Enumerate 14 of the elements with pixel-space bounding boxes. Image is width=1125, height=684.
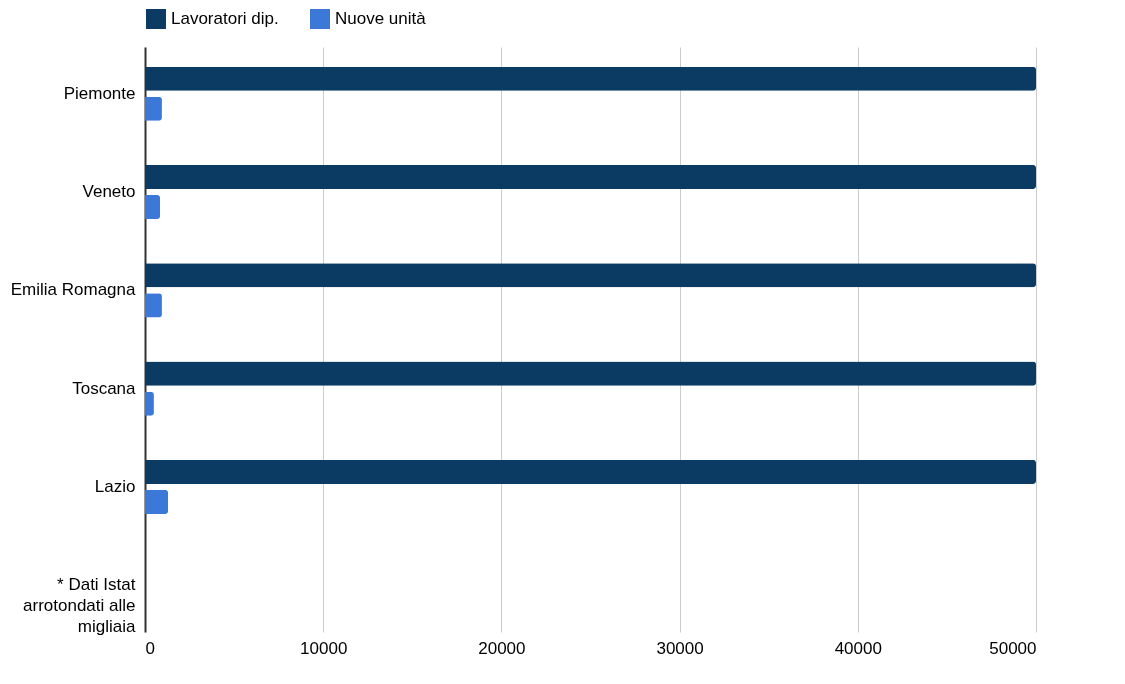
- x-tick-label: 40000: [834, 638, 882, 658]
- x-tick-label: 20000: [478, 638, 526, 658]
- x-tick-label: 10000: [300, 638, 348, 658]
- x-tick-label: 0: [145, 638, 155, 658]
- legend-label: Lavoratori dip.: [171, 9, 279, 28]
- y-tick-label: Toscana: [72, 378, 137, 398]
- y-tick-label: * Dati Istat arrotondati alle migliaia: [23, 575, 137, 637]
- legend-label: Nuove unità: [335, 9, 427, 28]
- x-tick-label: 50000: [989, 638, 1037, 658]
- y-tick-label: Veneto: [82, 182, 136, 202]
- x-tick-label: 30000: [656, 638, 704, 658]
- y-tick-label: Piemonte: [63, 83, 136, 103]
- y-tick-label: Lazio: [94, 476, 136, 496]
- y-tick-label: Emilia Romagna: [10, 280, 137, 300]
